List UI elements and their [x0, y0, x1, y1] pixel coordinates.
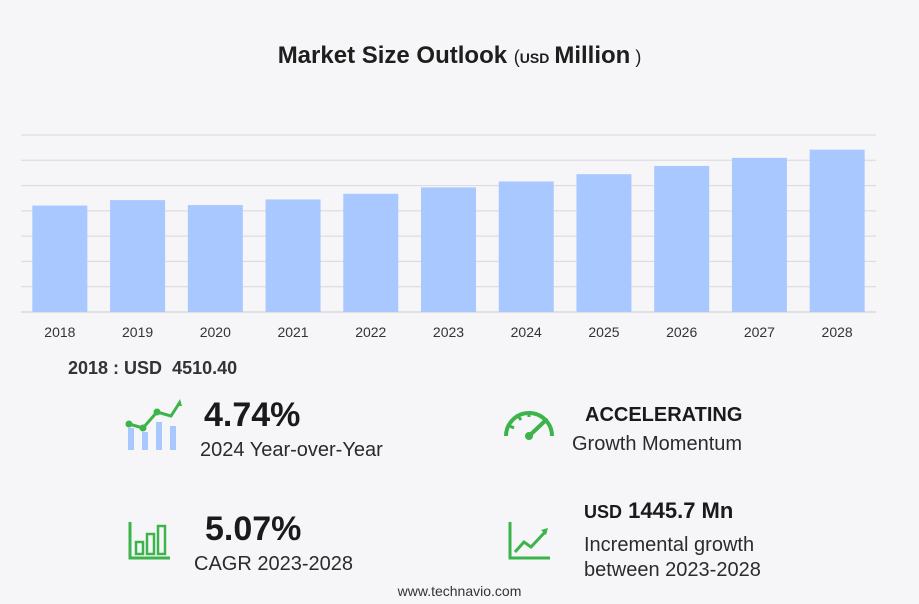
x-tick-label: 2026	[666, 324, 697, 340]
unit-prefix: USD	[519, 50, 550, 66]
bar-2022	[343, 193, 399, 312]
x-tick-label: 2019	[122, 324, 153, 340]
momentum-value: ACCELERATING	[585, 404, 743, 426]
bar-2024	[498, 181, 554, 312]
momentum-label: Growth Momentum	[572, 433, 743, 455]
chart-title: Market Size Outlook (USD Million )	[0, 42, 919, 70]
incremental-amount: 1445.7 Mn	[628, 498, 734, 523]
incremental-label-2: between 2023-2028	[584, 559, 761, 581]
line-chart-icon	[508, 522, 550, 560]
speedometer-icon	[504, 411, 554, 440]
x-tick-label: 2025	[588, 324, 619, 340]
bar-2021	[265, 199, 321, 312]
bar-2020	[187, 205, 243, 312]
title-text: Market Size Outlook	[277, 42, 508, 69]
bar-2018	[32, 205, 88, 312]
base-year-value: 2018 : USD 4510.40	[68, 358, 237, 379]
bar-2023	[421, 187, 476, 312]
cagr-label: CAGR 2023-2028	[194, 553, 353, 575]
incremental-label-1: Incremental growth	[584, 534, 755, 556]
footer-url: www.technavio.com	[397, 583, 522, 599]
base-year-amount: 4510.40	[172, 358, 238, 378]
bar-2028	[809, 149, 865, 312]
bar-2019	[110, 200, 166, 312]
x-tick-label: 2023	[433, 324, 464, 340]
bar-chart-icon	[128, 522, 170, 560]
x-tick-label: 2022	[355, 324, 386, 340]
incremental-value: USD 1445.7 Mn	[584, 498, 733, 524]
growth-bars-icon	[125, 399, 182, 450]
x-tick-label: 2027	[744, 324, 775, 340]
yoy-label: 2024 Year-over-Year	[200, 439, 383, 461]
base-year-label: 2018 : USD	[68, 358, 163, 378]
incremental-prefix: USD	[584, 502, 623, 522]
x-tick-label: 2020	[200, 324, 231, 340]
yoy-value: 4.74%	[204, 396, 301, 434]
x-tick-label: 2021	[277, 324, 308, 340]
bar-2027	[731, 157, 787, 312]
bar-2026	[654, 165, 710, 312]
x-tick-label: 2024	[511, 324, 542, 340]
x-tick-label: 2028	[822, 324, 853, 340]
cagr-value: 5.07%	[205, 510, 302, 548]
x-tick-label: 2018	[44, 324, 75, 340]
unit-word: Million	[554, 42, 631, 69]
title-unit: (USD Million )	[513, 42, 642, 69]
bar-2025	[576, 174, 632, 312]
